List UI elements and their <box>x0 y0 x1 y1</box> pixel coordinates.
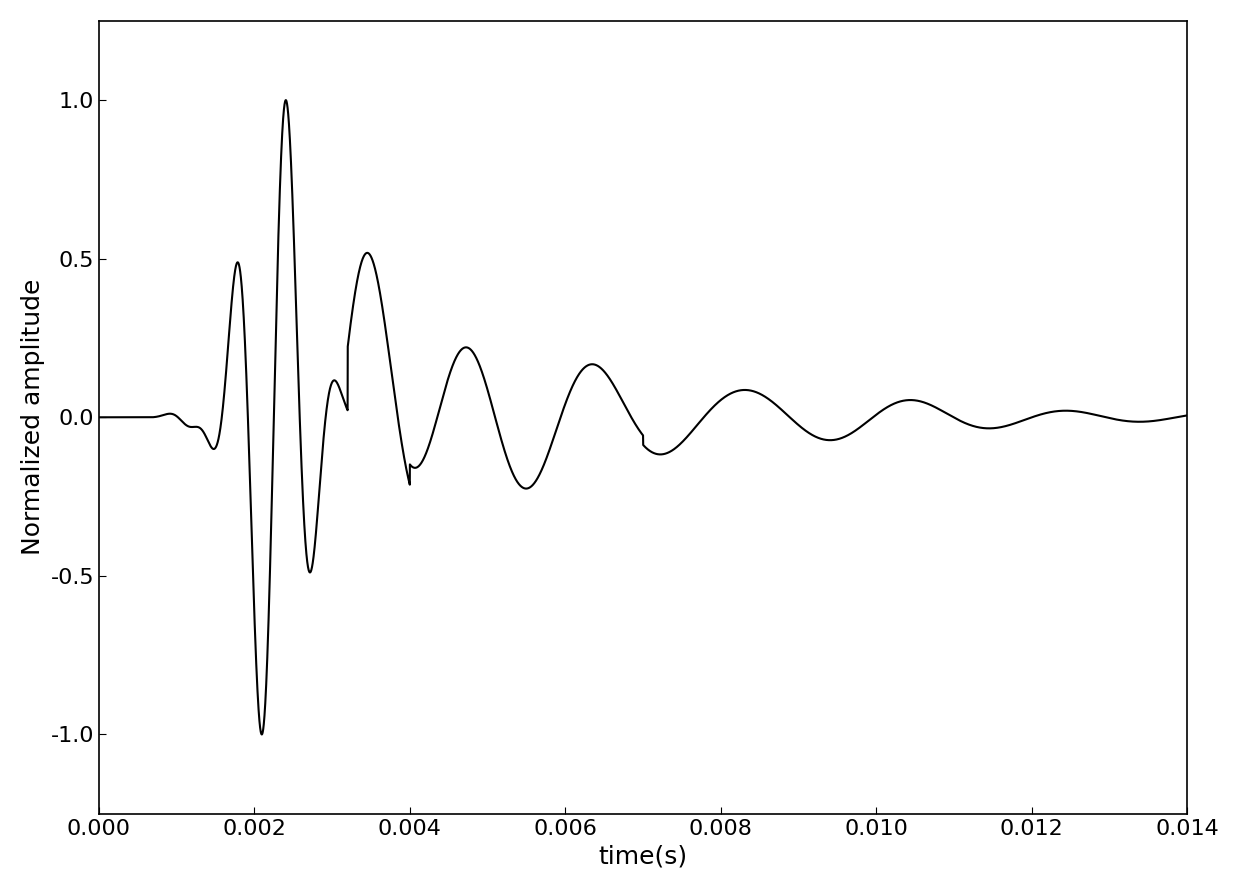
Y-axis label: Normalized amplitude: Normalized amplitude <box>21 279 45 556</box>
X-axis label: time(s): time(s) <box>599 845 688 869</box>
